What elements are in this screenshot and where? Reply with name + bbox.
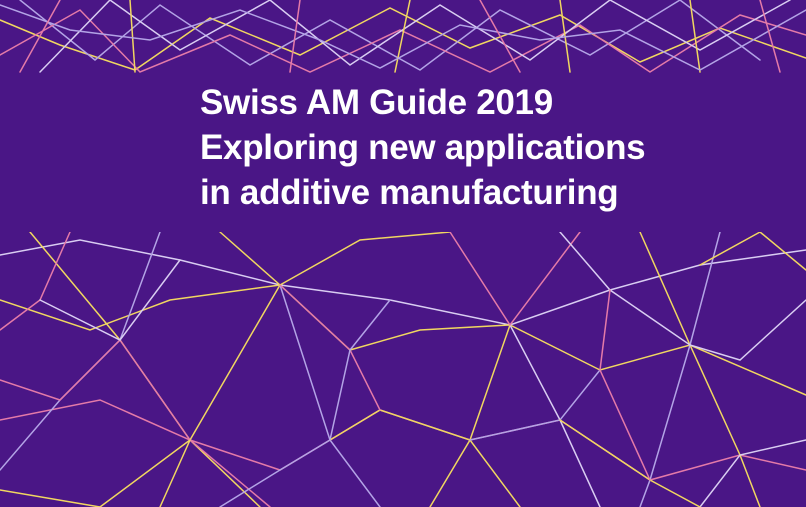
title-line-3: in additive manufacturing	[200, 173, 619, 212]
title-band	[0, 73, 806, 232]
title-line-2: Exploring new applications	[200, 128, 646, 167]
title-line-1: Swiss AM Guide 2019	[200, 83, 553, 122]
cover-title: Swiss AM Guide 2019 Exploring new applic…	[200, 80, 800, 215]
